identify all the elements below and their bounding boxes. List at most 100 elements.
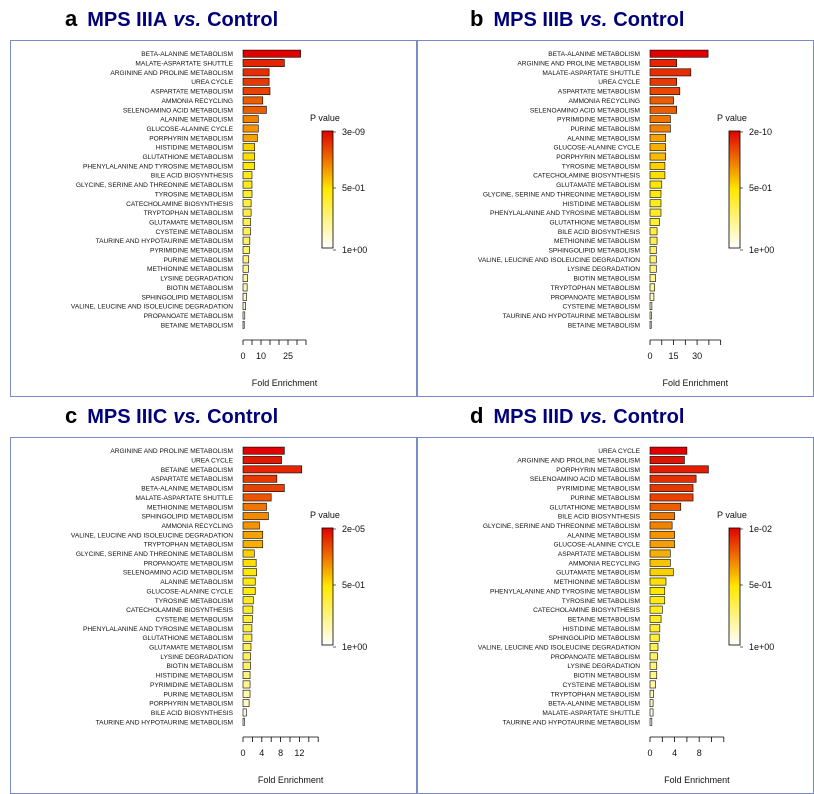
panel-b-bar: [649, 264, 657, 273]
panel-c-bar: [242, 465, 303, 474]
panel-b-category-label: ALANINE METABOLISM: [567, 135, 640, 142]
panel-d-bar: [649, 568, 674, 577]
panel-b-bar: [649, 283, 656, 292]
panel-a-bar: [242, 190, 253, 198]
panel-c-x-axis-label: Fold Enrichment: [258, 775, 324, 785]
panel-b-category-label: METHIONINE METABOLISM: [554, 238, 640, 245]
panel-d-legend-label: 5e-01: [749, 580, 772, 590]
panel-c-bar: [242, 512, 269, 521]
panel-b-category-label: UREA CYCLE: [598, 79, 640, 86]
panel-c-bar: [242, 680, 251, 689]
panel-a-legend-label: 1e+00: [342, 245, 367, 255]
panel-a-bar: [242, 87, 271, 95]
panel-a-category-label: BETAINE METABOLISM: [161, 322, 233, 329]
panel-a-bar: [242, 143, 255, 152]
panel-d-legend-title: P value: [717, 510, 747, 520]
panel-b-legend-label: 1e+00: [749, 245, 774, 255]
panel-c-bar: [242, 661, 251, 670]
panel-a-category-label: BETA-ALANINE METABOLISM: [141, 51, 233, 58]
panel-b-bar: [649, 302, 653, 311]
panel-b-bar: [649, 59, 677, 67]
panel-d-bar: [649, 624, 661, 633]
panel-b-bar: [649, 133, 666, 142]
panel-a-legend-title: P value: [310, 113, 340, 123]
panel-a-category-label: GLUCOSE-ALANINE CYCLE: [147, 126, 234, 133]
panel-c-x-tick-label: 4: [259, 748, 264, 758]
panel-b-bar: [649, 49, 709, 58]
panel-c-bar: [242, 540, 264, 549]
panel-b-x-tick-label: 15: [669, 351, 679, 361]
panel-a-bar: [242, 255, 250, 264]
panel-a-frame: [10, 40, 417, 397]
panel-a-x-axis-label: Fold Enrichment: [252, 378, 318, 388]
panel-c-category-label: HISTIDINE METABOLISM: [156, 673, 233, 680]
panel-b-category-label: PROPANOATE METABOLISM: [551, 294, 640, 301]
panel-d-x-tick-label: 8: [697, 748, 702, 758]
panel-d-category-label: CATECHOLAMINE BIOSYNTHESIS: [533, 607, 640, 614]
panel-d-category-label: SELENOAMINO ACID METABOLISM: [530, 476, 640, 483]
panel-c-bar: [242, 456, 282, 464]
panel-a-category-label: SPHINGOLIPID METABOLISM: [142, 294, 233, 301]
panel-b-x-tick-label: 0: [647, 351, 652, 361]
panel-a-category-label: TAURINE AND HYPOTAURINE METABOLISM: [96, 238, 233, 245]
panel-d-category-label: ARGININE AND PROLINE METABOLISM: [517, 458, 640, 465]
panel-d-bar: [649, 493, 694, 502]
panel-d-bar: [649, 661, 658, 670]
panel-a-letter: a: [65, 6, 78, 31]
panel-c-category-label: GLUCOSE-ALANINE CYCLE: [147, 588, 234, 595]
panel-c-bar: [242, 484, 285, 492]
panel-c-title: c MPS IIIC vs. Control: [65, 399, 278, 433]
panel-a-category-label: CYSTEINE METABOLISM: [155, 229, 233, 236]
panel-b-bar: [649, 180, 663, 189]
panel-a-bar: [242, 218, 251, 226]
panel-a-category-label: GLYCINE, SERINE AND THREONINE METABOLISM: [76, 182, 233, 189]
panel-c-title-control: Control: [207, 406, 279, 428]
panel-d-category-label: SPHINGOLIPID METABOLISM: [549, 635, 640, 642]
panel-b-bar: [649, 96, 674, 105]
panel-a-bar: [242, 199, 252, 208]
panel-a-bar: [242, 302, 247, 311]
panel-c-category-label: UREA CYCLE: [191, 458, 233, 465]
panel-a-bar: [242, 208, 252, 217]
panel-c-category-label: PORPHYRIN METABOLISM: [149, 701, 233, 708]
panel-b-category-label: CATECHOLAMINE BIOSYNTHESIS: [533, 173, 640, 180]
panel-d-bar: [649, 605, 663, 614]
panel-a-bar: [242, 124, 259, 133]
panel-d-bar: [649, 633, 660, 642]
panel-a-bar: [242, 180, 253, 189]
panel-a-category-label: ALANINE METABOLISM: [160, 117, 233, 124]
panel-b-category-label: TYROSINE METABOLISM: [562, 163, 640, 170]
panel-a-x-tick-label: 0: [240, 351, 245, 361]
panel-d-title-control: Control: [613, 406, 685, 428]
panel-a-bar: [242, 59, 285, 67]
panel-b-title-control: Control: [613, 9, 685, 31]
panel-a-bar: [242, 105, 267, 114]
panel-d-legend-label: 1e+00: [749, 642, 774, 652]
panel-d-category-label: CYSTEINE METABOLISM: [562, 682, 640, 689]
panel-a-category-label: BIOTIN METABOLISM: [166, 285, 233, 292]
panel-c-category-label: PYRIMIDINE METABOLISM: [150, 682, 233, 689]
panel-d-category-label: BIOTIN METABOLISM: [573, 673, 640, 680]
panel-c-bar: [242, 587, 256, 595]
panel-d-category-label: TAURINE AND HYPOTAURINE METABOLISM: [503, 719, 640, 726]
panel-c-category-label: VALINE, LEUCINE AND ISOLEUCINE DEGRADATI…: [71, 532, 233, 539]
panel-b-bar: [649, 124, 671, 133]
panel-b-x-tick-label: 30: [692, 351, 702, 361]
panel-d-category-label: HISTIDINE METABOLISM: [563, 626, 640, 633]
panel-c-category-label: AMMONIA RECYCLING: [162, 523, 233, 530]
panel-a-bar: [242, 77, 270, 86]
panel-d-bar: [649, 465, 709, 474]
panel-c-bar: [242, 596, 254, 605]
panel-d-category-label: GLYCINE, SERINE AND THREONINE METABOLISM: [483, 523, 640, 530]
panel-c-category-label: BILE ACID BIOSYNTHESIS: [151, 710, 234, 717]
panel-b-category-label: BIOTIN METABOLISM: [573, 276, 640, 283]
panel-b-bar: [649, 311, 652, 320]
panel-b-category-label: SPHINGOLIPID METABOLISM: [549, 248, 640, 255]
panel-c-category-label: SPHINGOLIPID METABOLISM: [142, 514, 233, 521]
panel-d-bar: [649, 652, 658, 661]
panel-a-bar: [242, 152, 255, 161]
panel-b-bar: [649, 152, 666, 161]
panel-d-category-label: ASPARTATE METABOLISM: [558, 551, 640, 558]
panel-d-bar: [649, 484, 694, 492]
panel-a-category-label: CATECHOLAMINE BIOSYNTHESIS: [126, 201, 233, 208]
